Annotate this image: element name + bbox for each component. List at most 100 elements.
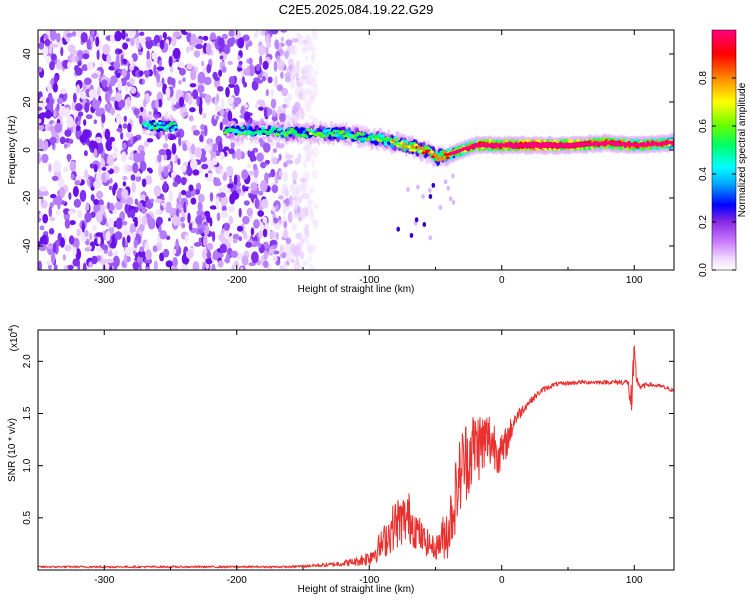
noise-blob	[292, 196, 299, 201]
noise-blob	[308, 255, 312, 262]
noise-blob	[228, 83, 236, 88]
noise-blob	[139, 78, 143, 85]
trace-blob	[393, 142, 398, 146]
noise-blob	[224, 257, 231, 264]
noise-blob	[129, 208, 136, 219]
noise-blob	[197, 71, 206, 84]
noise-blob	[241, 76, 245, 85]
spectrogram-x-tick-label: -100	[359, 275, 379, 286]
noise-blob	[102, 43, 111, 55]
noise-blob	[163, 154, 168, 161]
noise-blob	[284, 197, 290, 207]
noise-blob	[160, 205, 164, 210]
noise-blob	[60, 46, 64, 57]
noise-blob	[75, 55, 79, 63]
noise-blob	[304, 99, 312, 108]
noise-blob	[272, 255, 278, 263]
noise-blob	[204, 94, 212, 103]
noise-blob	[115, 217, 123, 230]
noise-blob	[298, 90, 303, 101]
noise-blob	[313, 70, 319, 77]
noise-blob	[38, 260, 42, 270]
noise-blob	[295, 264, 302, 270]
noise-blob	[128, 30, 136, 39]
echo-blob	[421, 194, 425, 199]
noise-blob	[263, 260, 269, 269]
trace-blob	[160, 121, 166, 125]
noise-blob	[117, 79, 123, 92]
noise-blob	[219, 55, 224, 60]
noise-blob	[265, 35, 270, 47]
noise-blob	[120, 132, 124, 140]
noise-blob	[58, 105, 67, 117]
noise-blob	[280, 186, 284, 199]
noise-blob	[288, 64, 293, 70]
noise-blob	[302, 260, 310, 266]
noise-blob	[259, 55, 263, 66]
noise-blob	[56, 103, 60, 112]
noise-blob	[304, 55, 309, 61]
noise-blob	[92, 97, 97, 109]
snr-x-tick-label: 0	[499, 575, 505, 586]
noise-blob	[69, 160, 77, 172]
trace-blob	[152, 122, 158, 126]
noise-blob	[227, 183, 234, 189]
noise-blob	[48, 43, 53, 55]
noise-blob	[203, 76, 212, 86]
noise-blob	[124, 246, 132, 257]
noise-blob	[97, 199, 104, 207]
noise-blob	[105, 171, 110, 181]
noise-blob	[143, 98, 147, 108]
noise-blob	[187, 212, 191, 224]
noise-blob	[76, 120, 81, 126]
spectrogram-y-tick-label: -20	[22, 190, 33, 205]
noise-blob	[63, 166, 69, 173]
noise-blob	[287, 58, 294, 66]
noise-blob	[53, 264, 58, 270]
echo-blob	[406, 187, 410, 192]
noise-blob	[205, 43, 212, 56]
noise-blob	[96, 141, 104, 154]
noise-blob	[110, 107, 115, 116]
snr-panel: -300 -200 -100 0 100 0.5 1.0 1.5 2.0 Height of …	[7, 325, 675, 595]
noise-blob	[291, 222, 297, 231]
noise-blob	[189, 44, 194, 52]
noise-blob	[294, 157, 300, 165]
noise-blob	[104, 91, 111, 103]
noise-blob	[280, 30, 288, 33]
noise-blob	[285, 113, 293, 126]
noise-blob	[121, 68, 127, 78]
noise-blob	[195, 43, 204, 50]
noise-blob	[121, 188, 129, 199]
noise-blob	[139, 160, 147, 172]
colorbar-tick-label: 0.0	[698, 263, 709, 277]
noise-blob	[186, 46, 190, 53]
noise-blob	[53, 160, 61, 173]
noise-blob	[89, 175, 93, 188]
noise-blob	[282, 171, 289, 182]
noise-blob	[90, 194, 95, 202]
noise-blob	[88, 261, 93, 268]
noise-blob	[230, 250, 238, 258]
noise-blob	[313, 220, 318, 230]
noise-blob	[158, 98, 163, 108]
noise-blob	[129, 78, 135, 85]
noise-blob	[88, 232, 93, 241]
trace-blob	[269, 129, 274, 132]
noise-blob	[67, 153, 71, 163]
trace-blob	[172, 122, 177, 125]
noise-blob	[271, 116, 278, 121]
noise-blob	[79, 189, 87, 202]
noise-blob	[135, 175, 142, 182]
colorbar-gradient	[711, 29, 737, 271]
noise-blob	[109, 177, 113, 184]
noise-blob	[236, 187, 242, 194]
noise-blob	[184, 191, 192, 198]
noise-blob	[95, 36, 100, 47]
noise-blob	[83, 119, 87, 126]
noise-blob	[224, 112, 228, 119]
noise-blob	[190, 33, 197, 46]
noise-blob	[91, 224, 97, 232]
noise-blob	[96, 49, 100, 60]
noise-blob	[305, 151, 311, 158]
